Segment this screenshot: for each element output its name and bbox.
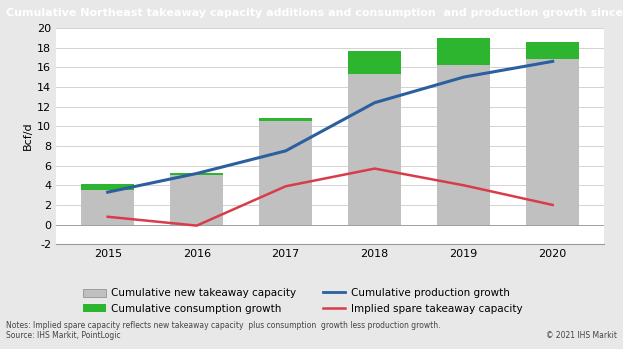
Cumulative production growth bbox=[193, 171, 201, 176]
Implied spare takeaway capacity bbox=[549, 203, 556, 207]
Bar bbox=[348, 74, 401, 225]
Text: Notes: Implied spare capacity reflects new takeaway capacity  plus consumption  : Notes: Implied spare capacity reflects n… bbox=[6, 321, 440, 340]
Bar bbox=[259, 121, 312, 225]
Y-axis label: Bcf/d: Bcf/d bbox=[23, 122, 33, 150]
Cumulative production growth bbox=[282, 149, 290, 153]
Line: Implied spare takeaway capacity: Implied spare takeaway capacity bbox=[108, 169, 553, 225]
Bar bbox=[348, 51, 401, 74]
Bar bbox=[170, 172, 224, 176]
Bar bbox=[437, 65, 490, 225]
Bar bbox=[170, 176, 224, 225]
Text: Cumulative Northeast takeaway capacity additions and consumption  and production: Cumulative Northeast takeaway capacity a… bbox=[6, 8, 623, 18]
Implied spare takeaway capacity bbox=[460, 183, 467, 187]
Cumulative production growth bbox=[104, 190, 112, 194]
Implied spare takeaway capacity bbox=[193, 223, 201, 228]
Bar bbox=[526, 59, 579, 225]
Line: Cumulative production growth: Cumulative production growth bbox=[108, 61, 553, 192]
Bar bbox=[526, 42, 579, 59]
Implied spare takeaway capacity bbox=[104, 215, 112, 219]
Bar bbox=[259, 118, 312, 121]
Bar bbox=[437, 38, 490, 65]
Implied spare takeaway capacity bbox=[371, 166, 378, 171]
Implied spare takeaway capacity bbox=[282, 184, 290, 188]
Bar bbox=[81, 184, 135, 190]
Cumulative production growth bbox=[371, 101, 378, 105]
Cumulative production growth bbox=[460, 75, 467, 79]
Cumulative production growth bbox=[549, 59, 556, 64]
Text: © 2021 IHS Markit: © 2021 IHS Markit bbox=[546, 331, 617, 340]
Legend: Cumulative new takeaway capacity, Cumulative consumption growth, Cumulative prod: Cumulative new takeaway capacity, Cumula… bbox=[83, 289, 522, 314]
Bar bbox=[81, 190, 135, 225]
